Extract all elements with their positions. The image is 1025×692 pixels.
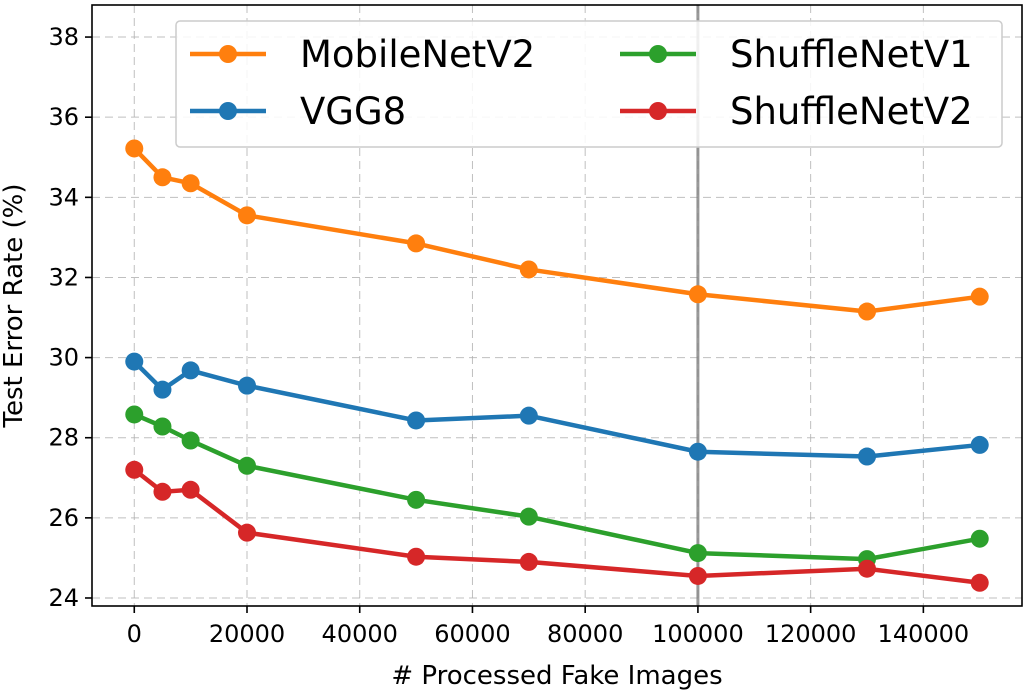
- data-point-mobilenetv2-4: [407, 234, 426, 253]
- y-tick-label-4: 32: [48, 263, 79, 291]
- data-point-shufflenetv1-5: [519, 507, 538, 526]
- x-tick-label-2: 40000: [322, 620, 398, 648]
- legend-marker-shufflenetv2: [649, 102, 667, 120]
- data-point-vgg8-3: [238, 376, 256, 395]
- data-point-mobilenetv2-5: [519, 260, 538, 279]
- data-point-shufflenetv2-4: [407, 547, 426, 566]
- series-vgg8: [125, 352, 989, 466]
- legend-box: [175, 20, 1003, 148]
- data-point-vgg8-4: [407, 411, 426, 430]
- series-mobilenetv2: [125, 139, 989, 321]
- y-tick-label-1: 26: [48, 504, 79, 532]
- x-tick-label-6: 120000: [765, 620, 857, 648]
- y-axis-title: Test Error Rate (%): [0, 184, 29, 429]
- series-layer: [125, 139, 989, 592]
- data-point-shufflenetv1-3: [238, 456, 256, 475]
- data-point-mobilenetv2-8: [970, 287, 989, 306]
- y-axis-ticks: 24 26 28 30 32 34 36 38: [48, 23, 92, 612]
- data-point-shufflenetv1-8: [970, 529, 989, 548]
- y-tick-label-6: 36: [48, 103, 79, 131]
- legend-marker-mobilenetv2: [219, 45, 237, 63]
- data-point-mobilenetv2-2: [181, 174, 200, 193]
- data-point-shufflenetv1-2: [181, 431, 200, 450]
- y-tick-label-3: 30: [48, 344, 79, 372]
- data-point-shufflenetv2-5: [519, 552, 538, 571]
- data-point-mobilenetv2-1: [153, 168, 172, 187]
- x-tick-label-7: 140000: [878, 620, 970, 648]
- data-point-shufflenetv2-7: [858, 559, 876, 578]
- x-tick-label-1: 20000: [209, 620, 285, 648]
- data-point-shufflenetv1-6: [688, 544, 707, 563]
- data-point-shufflenetv1-1: [153, 417, 172, 436]
- y-tick-label-0: 24: [48, 584, 79, 612]
- data-point-mobilenetv2-3: [238, 206, 256, 225]
- data-point-shufflenetv1-0: [125, 405, 144, 424]
- x-tick-label-5: 100000: [652, 620, 744, 648]
- y-tick-label-5: 34: [48, 183, 79, 211]
- x-tick-label-3: 60000: [434, 620, 510, 648]
- data-point-vgg8-1: [153, 380, 172, 399]
- data-point-vgg8-2: [181, 361, 200, 380]
- data-point-mobilenetv2-6: [688, 285, 707, 304]
- y-tick-label-2: 28: [48, 424, 79, 452]
- series-shufflenetv2: [125, 460, 989, 592]
- data-point-shufflenetv2-2: [181, 480, 200, 499]
- series-line-vgg8: [132, 359, 982, 459]
- series-shufflenetv1: [125, 405, 989, 569]
- data-point-vgg8-0: [125, 352, 144, 371]
- data-point-vgg8-7: [858, 447, 876, 466]
- data-point-vgg8-8: [970, 435, 989, 454]
- data-point-shufflenetv2-8: [970, 573, 989, 592]
- legend-marker-shufflenetv1: [649, 45, 667, 63]
- legend-label-mobilenetv2: MobileNetV2: [300, 33, 535, 76]
- data-point-shufflenetv2-6: [688, 566, 707, 585]
- data-point-mobilenetv2-7: [858, 302, 876, 321]
- series-line-mobilenetv2: [132, 146, 982, 314]
- data-point-vgg8-6: [688, 442, 707, 461]
- x-axis-title: # Processed Fake Images: [391, 661, 722, 691]
- x-tick-label-4: 80000: [547, 620, 623, 648]
- data-point-shufflenetv2-3: [238, 523, 256, 542]
- data-point-vgg8-5: [519, 406, 538, 425]
- legend-label-shufflenetv1: ShuffleNetV1: [730, 33, 973, 76]
- x-tick-label-0: 0: [127, 620, 142, 648]
- plot-frame: [91, 4, 1023, 607]
- data-point-shufflenetv2-1: [153, 482, 172, 501]
- series-line-shufflenetv1: [132, 412, 982, 562]
- data-point-shufflenetv2-0: [125, 460, 144, 479]
- series-line-shufflenetv2: [132, 467, 982, 586]
- legend: MobileNetV2 VGG8 ShuffleNetV1 ShuffleNetV2: [175, 20, 1003, 148]
- legend-label-vgg8: VGG8: [300, 90, 406, 133]
- y-tick-label-7: 38: [48, 23, 79, 51]
- x-axis-ticks: 0 20000 40000 60000 80000 100000 120000 140000: [127, 606, 970, 648]
- legend-label-shufflenetv2: ShuffleNetV2: [730, 90, 973, 133]
- data-point-shufflenetv1-4: [407, 490, 426, 509]
- data-point-mobilenetv2-0: [125, 139, 144, 158]
- legend-marker-vgg8: [219, 102, 237, 120]
